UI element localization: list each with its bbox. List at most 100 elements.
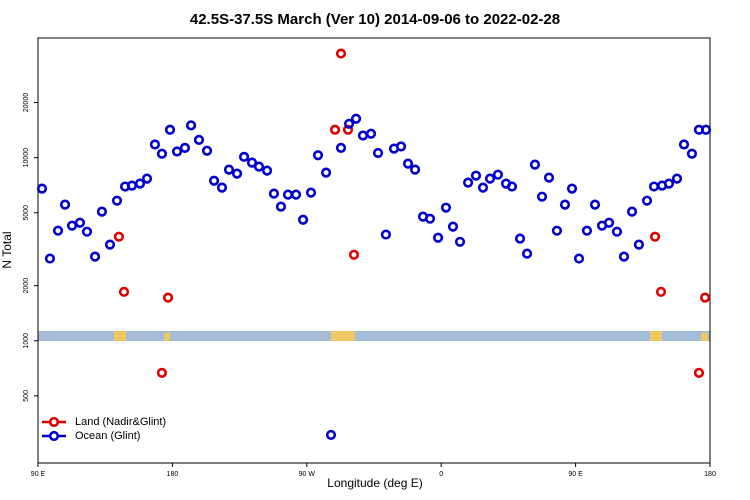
point xyxy=(305,187,317,198)
plot-frame xyxy=(37,37,711,464)
point xyxy=(342,124,354,135)
point xyxy=(329,124,341,135)
point xyxy=(618,251,630,262)
point xyxy=(36,183,48,194)
y-tick-label: 1000 xyxy=(23,333,30,349)
point xyxy=(297,214,309,225)
point xyxy=(477,182,489,193)
point xyxy=(559,199,571,210)
point xyxy=(484,173,496,184)
point xyxy=(573,253,585,264)
x-tick-label: 90 E xyxy=(568,471,583,478)
point xyxy=(335,48,347,59)
point xyxy=(348,249,360,260)
point xyxy=(543,172,555,183)
point xyxy=(633,239,645,250)
point xyxy=(536,191,548,202)
point xyxy=(663,178,675,189)
point xyxy=(312,150,324,161)
point xyxy=(365,128,377,139)
point xyxy=(626,206,638,217)
point xyxy=(238,151,250,162)
point xyxy=(208,175,220,186)
point xyxy=(611,226,623,237)
point xyxy=(164,124,176,135)
point xyxy=(380,229,392,240)
point xyxy=(521,248,533,259)
point xyxy=(402,158,414,169)
point xyxy=(74,217,86,228)
point xyxy=(113,231,125,242)
point xyxy=(81,226,93,237)
point xyxy=(261,165,273,176)
y-tick-label: 10000 xyxy=(23,148,30,168)
point xyxy=(231,168,243,179)
y-tick-label: 500 xyxy=(23,390,30,402)
point xyxy=(44,253,56,264)
point xyxy=(149,139,161,150)
chart-title: 42.5S-37.5S March (Ver 10) 2014-09-06 to… xyxy=(190,11,560,28)
point xyxy=(648,181,660,192)
y-tick-label: 20000 xyxy=(23,93,30,113)
x-tick-label: 90 W xyxy=(299,471,316,478)
point xyxy=(96,206,108,217)
point xyxy=(134,178,146,189)
point xyxy=(290,189,302,200)
point xyxy=(440,202,452,213)
point xyxy=(66,220,78,231)
point xyxy=(395,141,407,152)
point xyxy=(462,177,474,188)
point xyxy=(529,159,541,170)
point xyxy=(268,188,280,199)
point xyxy=(514,233,526,244)
point xyxy=(282,189,294,200)
point xyxy=(641,195,653,206)
point xyxy=(156,148,168,159)
point xyxy=(350,113,362,124)
x-tick-label: 180 xyxy=(704,471,716,478)
point xyxy=(372,147,384,159)
y-tick-label: 5000 xyxy=(23,205,30,221)
point xyxy=(424,213,436,224)
point xyxy=(162,292,174,303)
point xyxy=(671,173,683,184)
point xyxy=(603,217,615,228)
point xyxy=(223,164,235,175)
legend-marker xyxy=(48,416,60,428)
point xyxy=(171,146,183,157)
point xyxy=(649,231,661,242)
point xyxy=(566,183,578,194)
point xyxy=(126,180,138,191)
land-band xyxy=(114,331,708,341)
x-tick-label: 180 xyxy=(167,471,179,478)
point xyxy=(409,164,421,175)
point xyxy=(589,199,601,210)
point xyxy=(201,145,213,156)
point xyxy=(156,367,168,378)
point xyxy=(320,167,332,178)
point xyxy=(470,170,482,181)
point xyxy=(678,139,690,150)
point xyxy=(104,239,116,250)
point xyxy=(357,130,369,141)
point xyxy=(581,225,593,236)
point xyxy=(193,134,205,145)
point xyxy=(447,221,459,232)
point xyxy=(89,251,101,262)
point xyxy=(693,367,705,378)
point xyxy=(59,199,71,210)
legend-label: Ocean (Glint) xyxy=(75,430,140,442)
point xyxy=(246,157,258,168)
legend-label: Land (Nadir&Glint) xyxy=(75,416,166,428)
point xyxy=(454,236,466,247)
point xyxy=(179,142,191,154)
coverage-band xyxy=(38,331,710,341)
point xyxy=(253,161,265,172)
point xyxy=(343,118,355,129)
point xyxy=(335,142,347,154)
x-tick-label: 0 xyxy=(439,471,443,478)
point xyxy=(506,181,518,192)
point xyxy=(325,429,337,441)
point xyxy=(551,225,563,236)
